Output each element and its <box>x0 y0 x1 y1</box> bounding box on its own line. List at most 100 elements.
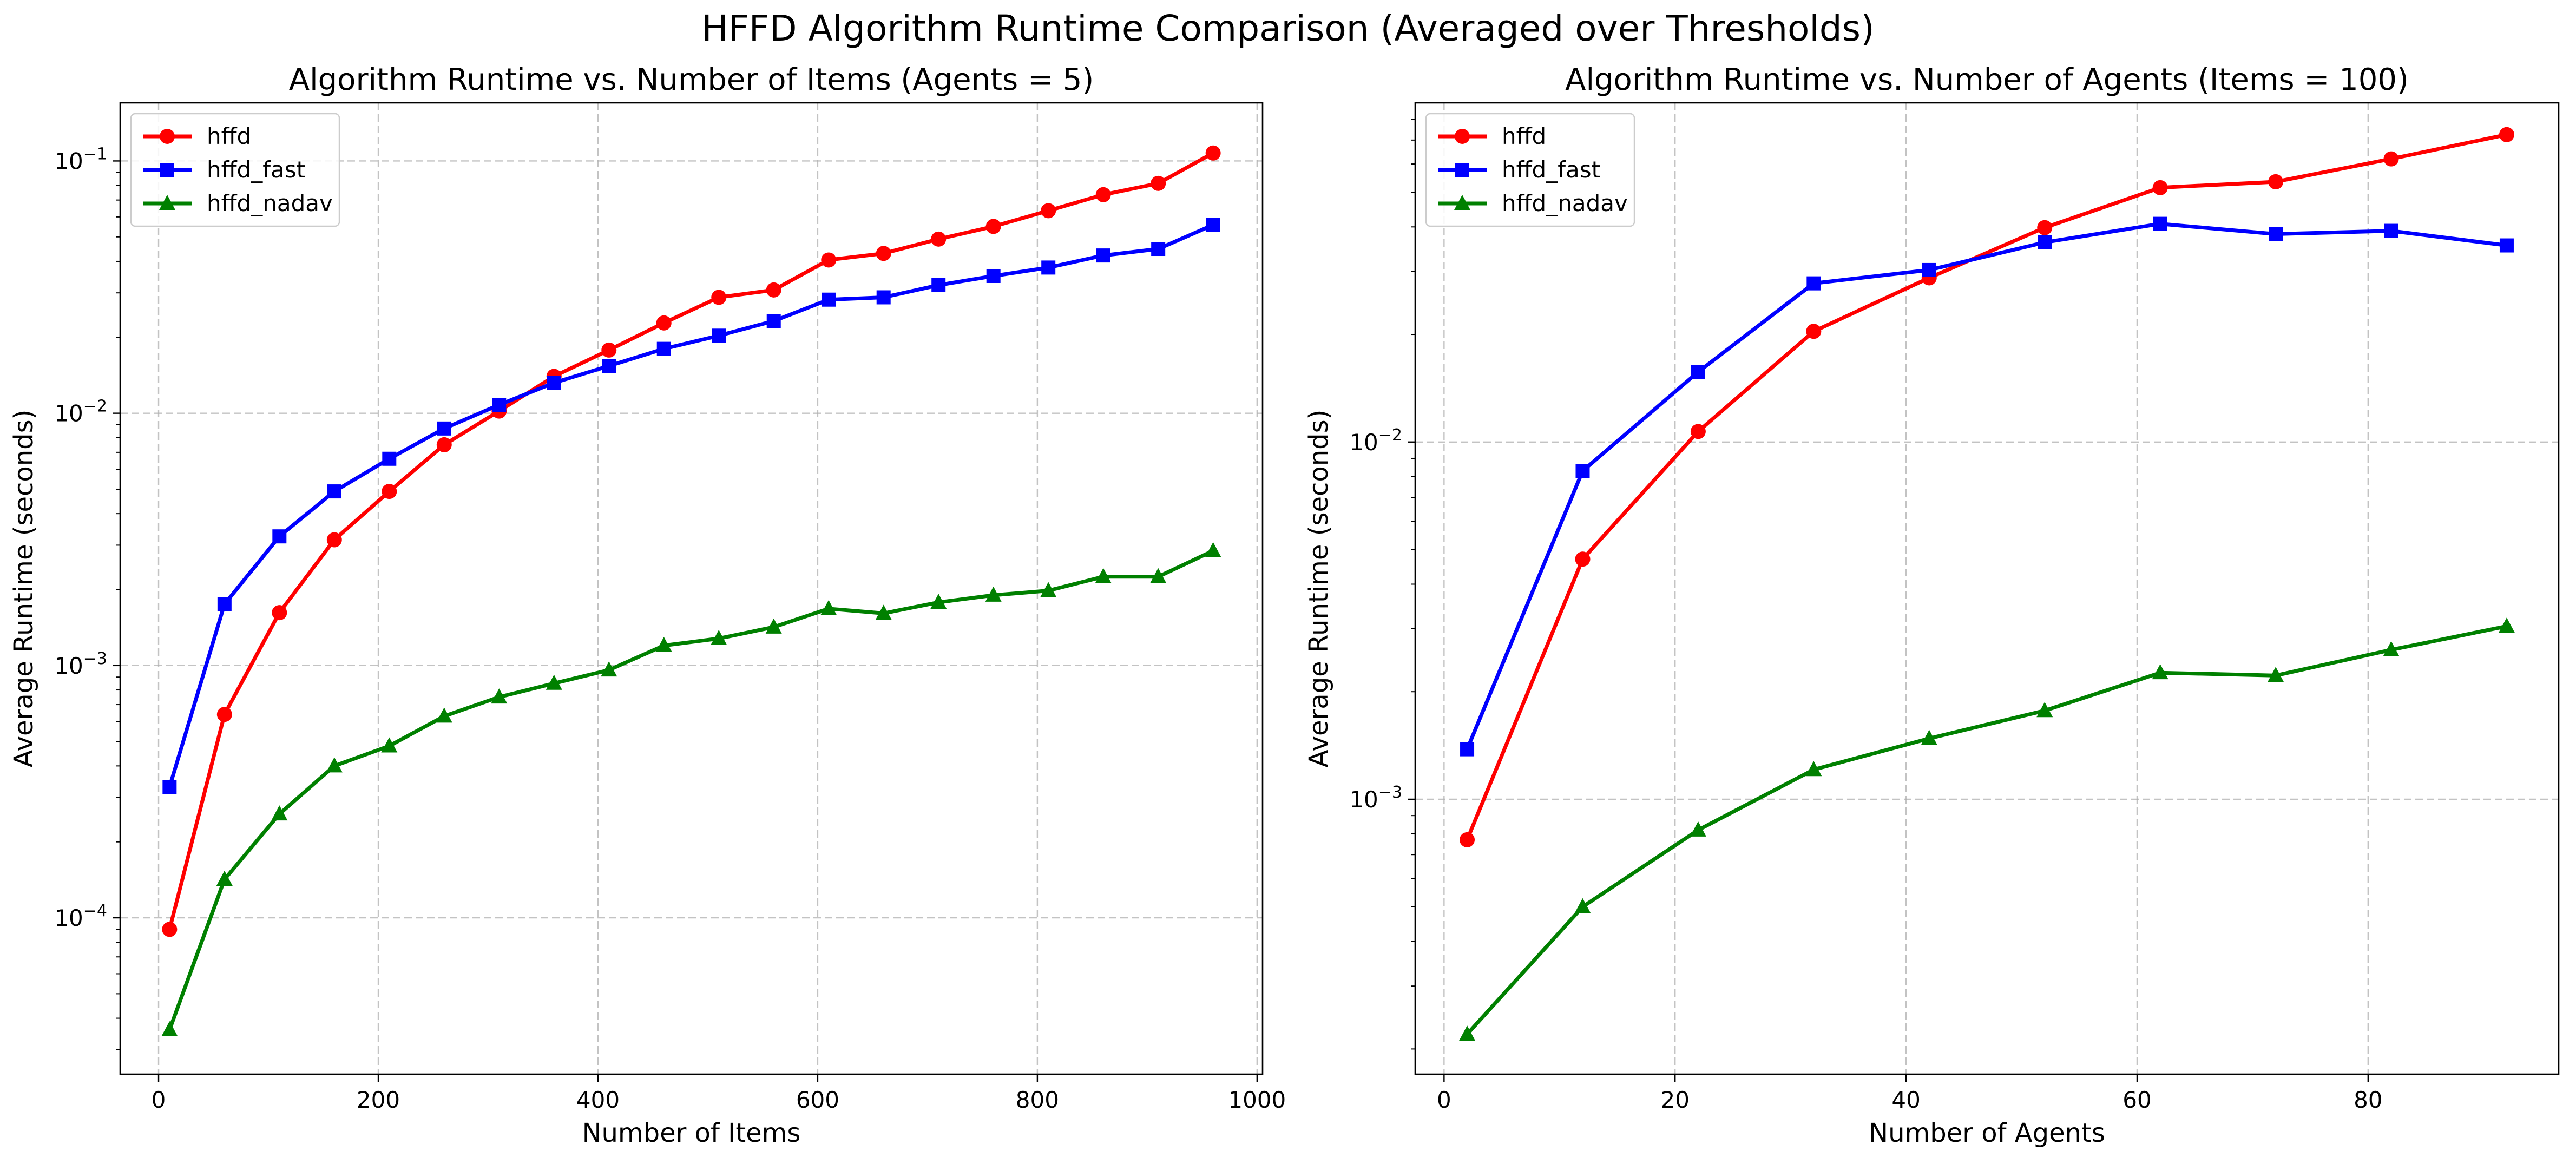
legend-label-hffd_fast: hffd_fast <box>1502 156 1600 183</box>
legend-box <box>130 113 340 227</box>
data-point-hffd_fast <box>1096 248 1110 263</box>
data-point-hffd <box>656 315 672 331</box>
data-point-hffd_nadav <box>161 1021 178 1036</box>
data-point-hffd_fast <box>2499 238 2514 253</box>
y-tick-label: 10−2 <box>1349 426 1402 456</box>
data-point-hffd_nadav <box>1459 1025 1476 1041</box>
data-point-hffd <box>821 252 837 268</box>
data-point-hffd_nadav <box>601 661 617 677</box>
legend-marker-hffd <box>160 129 175 144</box>
data-point-hffd_fast <box>547 376 561 390</box>
y-tick-label: 10−4 <box>54 902 107 931</box>
data-point-hffd <box>436 437 452 452</box>
data-point-hffd <box>2152 180 2168 195</box>
data-point-hffd <box>2499 127 2514 142</box>
plot-frame <box>119 102 1264 1075</box>
data-point-hffd_nadav <box>765 618 782 634</box>
x-tick-label: 200 <box>357 1087 400 1113</box>
series-line-hffd_nadav <box>1466 624 2507 1036</box>
data-point-hffd_fast <box>1206 218 1220 232</box>
data-point-hffd_nadav <box>1205 542 1221 557</box>
series-line-hffd_nadav <box>168 549 1214 1031</box>
x-tick-label: 60 <box>2122 1087 2151 1113</box>
data-point-hffd_fast <box>766 314 781 328</box>
x-tick-label: 0 <box>1437 1087 1451 1113</box>
data-point-hffd_fast <box>986 268 1001 283</box>
data-point-hffd_fast <box>876 290 891 305</box>
legend-marker-hffd_fast <box>160 163 174 177</box>
data-point-hffd_fast <box>656 341 671 356</box>
chart-title: Algorithm Runtime vs. Number of Agents (… <box>1565 62 2409 97</box>
data-point-hffd_nadav <box>2498 617 2515 633</box>
data-point-hffd <box>1806 324 1822 339</box>
data-point-hffd_nadav <box>930 594 947 609</box>
data-point-hffd_nadav <box>1040 582 1057 597</box>
data-point-hffd_nadav <box>2268 667 2284 682</box>
x-tick-label: 0 <box>152 1087 166 1113</box>
x-tick-label: 20 <box>1661 1087 1690 1113</box>
data-point-hffd_fast <box>1806 276 1821 291</box>
data-point-hffd_nadav <box>2152 664 2168 680</box>
data-point-hffd_fast <box>1460 742 1475 757</box>
data-point-hffd_nadav <box>875 604 892 620</box>
data-point-hffd_fast <box>602 359 616 373</box>
data-point-hffd <box>1575 551 1591 567</box>
data-point-hffd_fast <box>327 484 341 499</box>
data-point-hffd_fast <box>162 780 177 794</box>
legend-label-hffd: hffd <box>207 123 251 149</box>
data-point-hffd <box>216 707 232 722</box>
data-point-hffd <box>711 290 727 305</box>
data-point-hffd_nadav <box>1574 898 1591 913</box>
legend-marker-hffd <box>1455 129 1470 144</box>
series-line-hffd <box>167 151 1214 930</box>
chart-1: 0 200 400 600 800 1000 10−4 10−3 10−2 10−1 Algorit… <box>9 62 1286 1148</box>
series-line-hffd_fast <box>1465 222 2507 750</box>
data-point-hffd <box>2037 220 2053 235</box>
data-point-hffd_nadav <box>2036 702 2053 718</box>
data-point-hffd_fast <box>2384 223 2398 238</box>
data-point-hffd <box>876 246 891 261</box>
data-point-hffd <box>1041 203 1056 219</box>
x-tick-label: 400 <box>576 1087 620 1113</box>
legend-label-hffd_nadav: hffd_nadav <box>207 190 333 216</box>
data-point-hffd <box>1690 424 1706 439</box>
data-point-hffd_nadav <box>1150 568 1167 583</box>
x-tick-label: 80 <box>2354 1087 2382 1113</box>
data-point-hffd_fast <box>2153 216 2167 231</box>
data-point-hffd_fast <box>1922 262 1936 277</box>
data-point-hffd <box>326 532 342 548</box>
data-point-hffd <box>1460 832 1475 847</box>
x-tick-label: 40 <box>1891 1087 1920 1113</box>
y-axis-label: Average Runtime (seconds) <box>1304 410 1334 768</box>
y-tick-label: 10−1 <box>54 144 107 174</box>
series-line-hffd_fast <box>167 223 1214 788</box>
x-tick-label: 600 <box>796 1087 839 1113</box>
legend-label-hffd_fast: hffd_fast <box>207 156 305 183</box>
chart-title: Algorithm Runtime vs. Number of Items (A… <box>289 62 1094 97</box>
data-point-hffd <box>2383 151 2399 167</box>
x-tick-label: 800 <box>1016 1087 1059 1113</box>
data-point-hffd_nadav <box>711 629 727 645</box>
data-point-hffd_nadav <box>491 688 508 704</box>
y-tick-label: 10−2 <box>54 397 107 427</box>
data-point-hffd_fast <box>2038 235 2052 249</box>
data-point-hffd_fast <box>822 292 836 307</box>
data-point-hffd_fast <box>1691 365 1705 379</box>
data-point-hffd_nadav <box>1921 729 1937 745</box>
data-point-hffd <box>601 342 617 358</box>
data-point-hffd_nadav <box>655 636 672 652</box>
legend-marker-hffd_fast <box>1455 163 1469 177</box>
data-point-hffd_nadav <box>820 600 837 615</box>
data-point-hffd_fast <box>1041 260 1056 275</box>
data-point-hffd <box>1151 175 1166 191</box>
data-point-hffd_fast <box>217 597 232 611</box>
data-point-hffd_nadav <box>216 871 233 886</box>
y-tick-label: 10−3 <box>1349 783 1402 813</box>
data-point-hffd <box>382 484 397 499</box>
legend-marker-hffd_nadav <box>159 195 175 210</box>
data-point-hffd <box>2268 174 2284 189</box>
legend: hffd hffd_fast hffd_nadav <box>1425 113 1635 227</box>
data-point-hffd_fast <box>712 328 726 343</box>
